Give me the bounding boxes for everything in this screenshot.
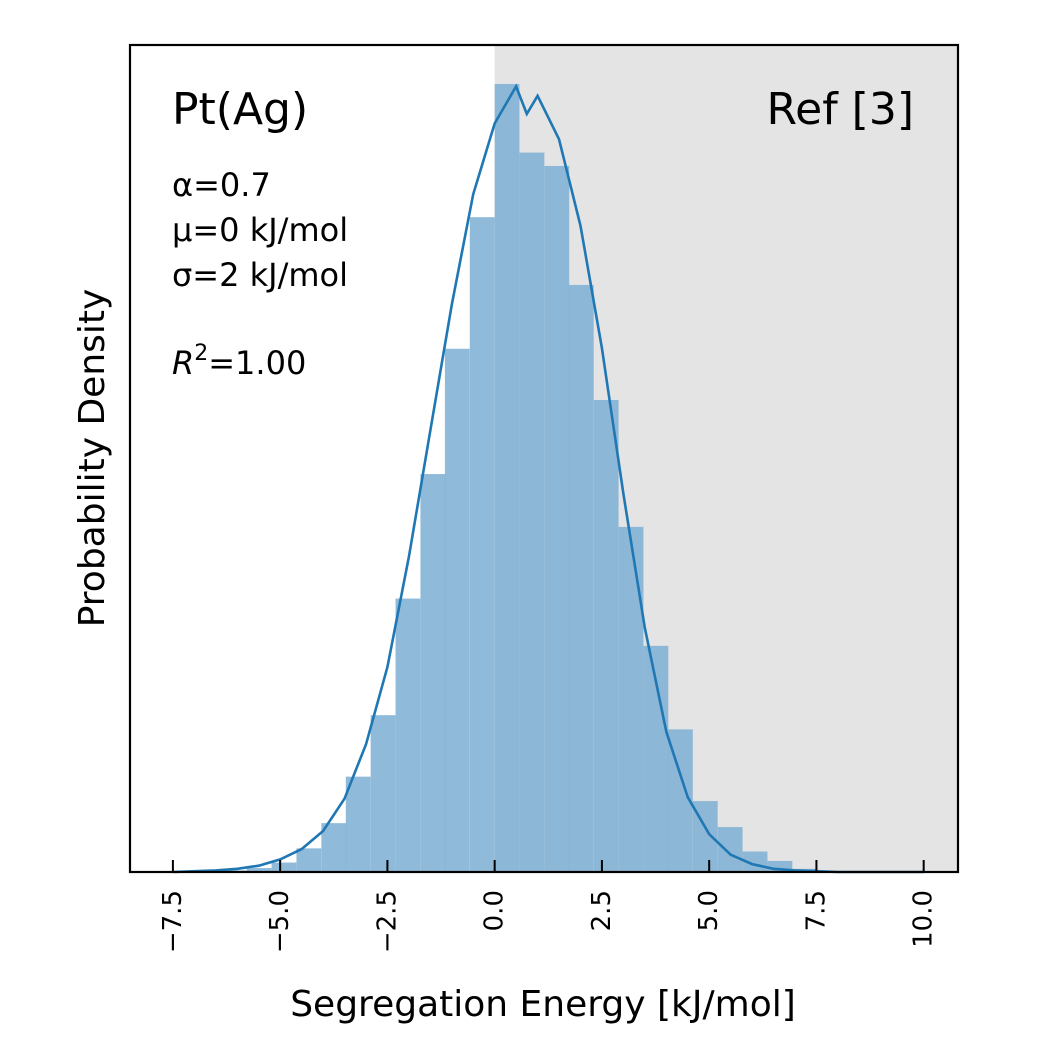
x-tick-label: 10.0	[909, 890, 939, 948]
histogram-bar	[544, 165, 570, 872]
histogram-bar	[519, 152, 545, 872]
histogram-bar	[767, 860, 793, 872]
histogram-bar	[420, 474, 446, 872]
x-tick-label: 5.0	[694, 890, 724, 931]
x-tick-label: 2.5	[587, 890, 617, 931]
sigma-label: σ=2 kJ/mol	[172, 256, 348, 294]
histogram-bar	[345, 776, 371, 872]
alpha-label: α=0.7	[172, 166, 271, 204]
histogram-bar	[296, 848, 322, 872]
r-squared-label: R2=1.00	[172, 341, 306, 382]
histogram-bar	[321, 823, 347, 872]
histogram-bars	[197, 84, 842, 872]
histogram-bar	[271, 862, 297, 872]
plot-frame	[128, 43, 960, 874]
x-tick-label: −7.5	[158, 890, 188, 953]
fit-curve	[172, 83, 924, 874]
reference-label: Ref [3]	[767, 84, 914, 135]
x-axis-label: Segregation Energy [kJ/mol]	[290, 984, 796, 1025]
mu-label: μ=0 kJ/mol	[172, 211, 348, 249]
x-axis-ticks: −7.5 −5.0 −2.5 0.0 2.5 5.0 7.5 10.0	[158, 860, 939, 953]
y-axis-label: Probability Density	[72, 289, 113, 628]
x-tick-label: 0.0	[480, 890, 510, 931]
histogram-bar	[444, 348, 470, 872]
histogram-bar	[717, 827, 743, 872]
histogram-bar	[568, 284, 594, 872]
x-tick-label: −5.0	[265, 890, 295, 953]
histogram-bar	[370, 715, 396, 872]
x-tick-label: 7.5	[801, 890, 831, 931]
histogram-bar	[618, 526, 644, 872]
histogram-bar	[395, 598, 421, 872]
x-tick-label: −2.5	[372, 890, 402, 953]
histogram-bar	[469, 217, 495, 872]
material-label: Pt(Ag)	[172, 84, 308, 135]
histogram-bar	[494, 84, 520, 872]
histogram-bar	[246, 868, 272, 872]
histogram-bar	[593, 399, 619, 872]
